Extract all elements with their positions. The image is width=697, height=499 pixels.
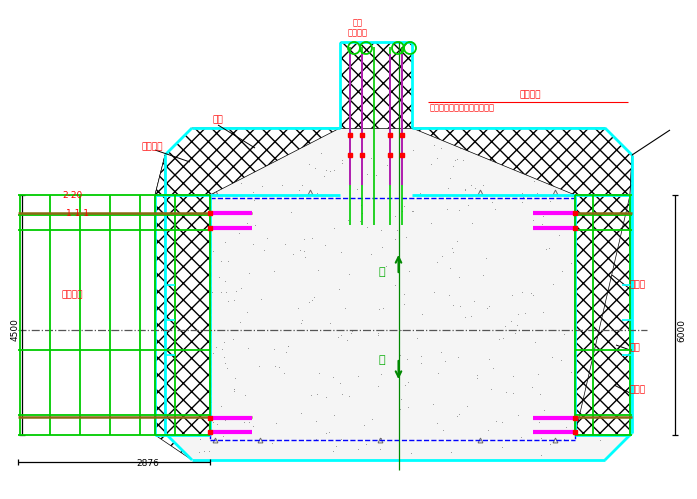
Text: 工作平台: 工作平台 bbox=[141, 143, 163, 152]
Text: 1 1 1: 1 1 1 bbox=[66, 210, 89, 219]
Text: 扩栏: 扩栏 bbox=[213, 115, 223, 124]
Polygon shape bbox=[155, 195, 210, 435]
Text: 消道
通行塔上: 消道 通行塔上 bbox=[348, 18, 368, 38]
Text: 三角架: 三角架 bbox=[630, 386, 646, 395]
Text: 南: 南 bbox=[378, 355, 385, 365]
Polygon shape bbox=[155, 155, 192, 460]
Text: 护栏: 护栏 bbox=[630, 343, 641, 352]
Text: 走道板: 走道板 bbox=[630, 280, 646, 289]
Polygon shape bbox=[155, 128, 340, 195]
Text: 中部平台: 中部平台 bbox=[61, 290, 83, 299]
Text: 6000: 6000 bbox=[677, 318, 687, 341]
Text: 2876: 2876 bbox=[137, 459, 160, 468]
Polygon shape bbox=[412, 128, 632, 195]
Text: 4500: 4500 bbox=[10, 318, 20, 341]
Text: 北: 北 bbox=[378, 267, 385, 277]
Text: 工作平户: 工作平户 bbox=[520, 90, 542, 99]
Polygon shape bbox=[340, 42, 412, 128]
Text: 安装与拆除拉锁套筒机平台用: 安装与拆除拉锁套筒机平台用 bbox=[430, 103, 495, 112]
Polygon shape bbox=[575, 155, 632, 460]
Text: 2-20: 2-20 bbox=[62, 192, 82, 201]
Polygon shape bbox=[575, 195, 630, 435]
Polygon shape bbox=[165, 128, 632, 460]
